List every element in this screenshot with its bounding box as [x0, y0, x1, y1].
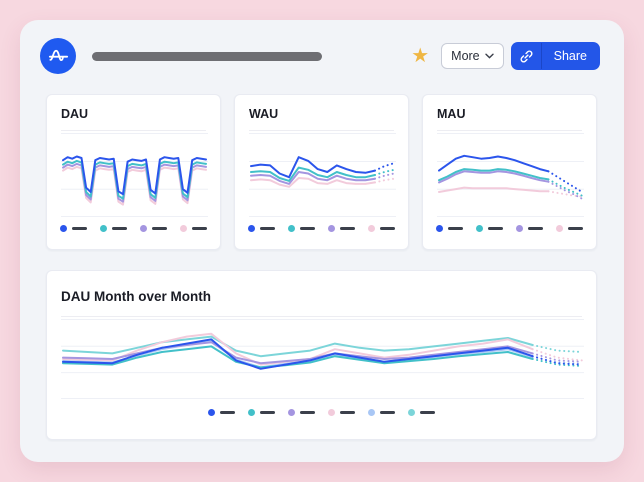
legend-label-redacted	[568, 227, 583, 230]
legend-label-redacted	[152, 227, 167, 230]
divider	[61, 316, 582, 317]
chart-title-mau: MAU	[437, 107, 466, 121]
legend-item-pink[interactable]	[368, 225, 395, 232]
wau-legend	[248, 225, 395, 232]
legend-dot-teal	[100, 225, 107, 232]
legend-item-purple[interactable]	[140, 225, 167, 232]
wau-chart	[249, 133, 396, 217]
chevron-down-icon	[484, 53, 494, 59]
legend-item-teal[interactable]	[100, 225, 127, 232]
top-bar: ★ More Share	[40, 37, 599, 75]
divider	[61, 130, 206, 131]
legend-item-light-teal[interactable]	[408, 409, 435, 416]
legend-label-redacted	[72, 227, 87, 230]
dau-mom-chart	[61, 319, 584, 399]
legend-item-pink[interactable]	[556, 225, 583, 232]
legend-item-teal[interactable]	[288, 225, 315, 232]
chart-card-dau: DAU	[46, 94, 221, 250]
legend-dot-teal	[476, 225, 483, 232]
amplitude-logo-icon	[48, 49, 68, 61]
dau-legend	[60, 225, 207, 232]
legend-dot-pink	[328, 409, 335, 416]
legend-item-pink[interactable]	[180, 225, 207, 232]
link-icon	[520, 50, 533, 62]
kpi-cards-row: DAU WAU MAU	[46, 94, 597, 250]
legend-item-blue[interactable]	[60, 225, 87, 232]
legend-label-redacted	[448, 227, 463, 230]
legend-dot-purple	[288, 409, 295, 416]
legend-dot-pink	[368, 225, 375, 232]
legend-label-redacted	[260, 227, 275, 230]
legend-dot-teal	[288, 225, 295, 232]
amplitude-logo	[40, 38, 76, 74]
legend-dot-purple	[140, 225, 147, 232]
legend-dot-blue	[436, 225, 443, 232]
more-button-label: More	[451, 49, 480, 63]
mau-chart	[437, 133, 584, 217]
legend-item-blue[interactable]	[248, 225, 275, 232]
mau-legend	[436, 225, 583, 232]
legend-dot-blue	[208, 409, 215, 416]
legend-dot-blue	[60, 225, 67, 232]
legend-item-blue[interactable]	[208, 409, 235, 416]
favorite-star-icon[interactable]: ★	[411, 45, 430, 67]
legend-dot-light-teal	[408, 409, 415, 416]
legend-label-redacted	[340, 227, 355, 230]
legend-item-light-blue[interactable]	[368, 409, 395, 416]
legend-item-teal[interactable]	[248, 409, 275, 416]
legend-label-redacted	[380, 227, 395, 230]
legend-item-teal[interactable]	[476, 225, 503, 232]
legend-label-redacted	[300, 411, 315, 414]
legend-dot-light-blue	[368, 409, 375, 416]
legend-label-redacted	[300, 227, 315, 230]
legend-label-redacted	[528, 227, 543, 230]
legend-label-redacted	[112, 227, 127, 230]
legend-label-redacted	[220, 411, 235, 414]
legend-label-redacted	[340, 411, 355, 414]
legend-item-purple[interactable]	[516, 225, 543, 232]
chart-card-wau: WAU	[234, 94, 409, 250]
chart-card-mau: MAU	[422, 94, 597, 250]
legend-dot-purple	[516, 225, 523, 232]
legend-item-pink[interactable]	[328, 409, 355, 416]
chart-card-dau-month-over-month: DAU Month over Month	[46, 270, 597, 440]
share-button[interactable]: Share	[541, 43, 599, 69]
legend-dot-pink	[180, 225, 187, 232]
dau-mom-legend	[61, 409, 582, 416]
more-button[interactable]: More	[441, 43, 504, 69]
legend-item-blue[interactable]	[436, 225, 463, 232]
chart-title-dau-mom: DAU Month over Month	[61, 289, 211, 304]
legend-dot-pink	[556, 225, 563, 232]
app-window: ★ More Share DAU WAU	[20, 20, 624, 462]
dau-chart	[61, 133, 208, 217]
chart-title-dau: DAU	[61, 107, 89, 121]
legend-dot-purple	[328, 225, 335, 232]
legend-item-purple[interactable]	[288, 409, 315, 416]
legend-label-redacted	[380, 411, 395, 414]
redacted-title-bar	[92, 51, 322, 61]
legend-label-redacted	[420, 411, 435, 414]
legend-label-redacted	[192, 227, 207, 230]
legend-item-purple[interactable]	[328, 225, 355, 232]
legend-label-redacted	[260, 411, 275, 414]
legend-dot-teal	[248, 409, 255, 416]
legend-dot-blue	[248, 225, 255, 232]
copy-link-button[interactable]	[511, 43, 542, 69]
divider	[249, 130, 394, 131]
divider	[437, 130, 582, 131]
chart-title-wau: WAU	[249, 107, 279, 121]
share-split-button: Share	[511, 43, 599, 69]
legend-label-redacted	[488, 227, 503, 230]
